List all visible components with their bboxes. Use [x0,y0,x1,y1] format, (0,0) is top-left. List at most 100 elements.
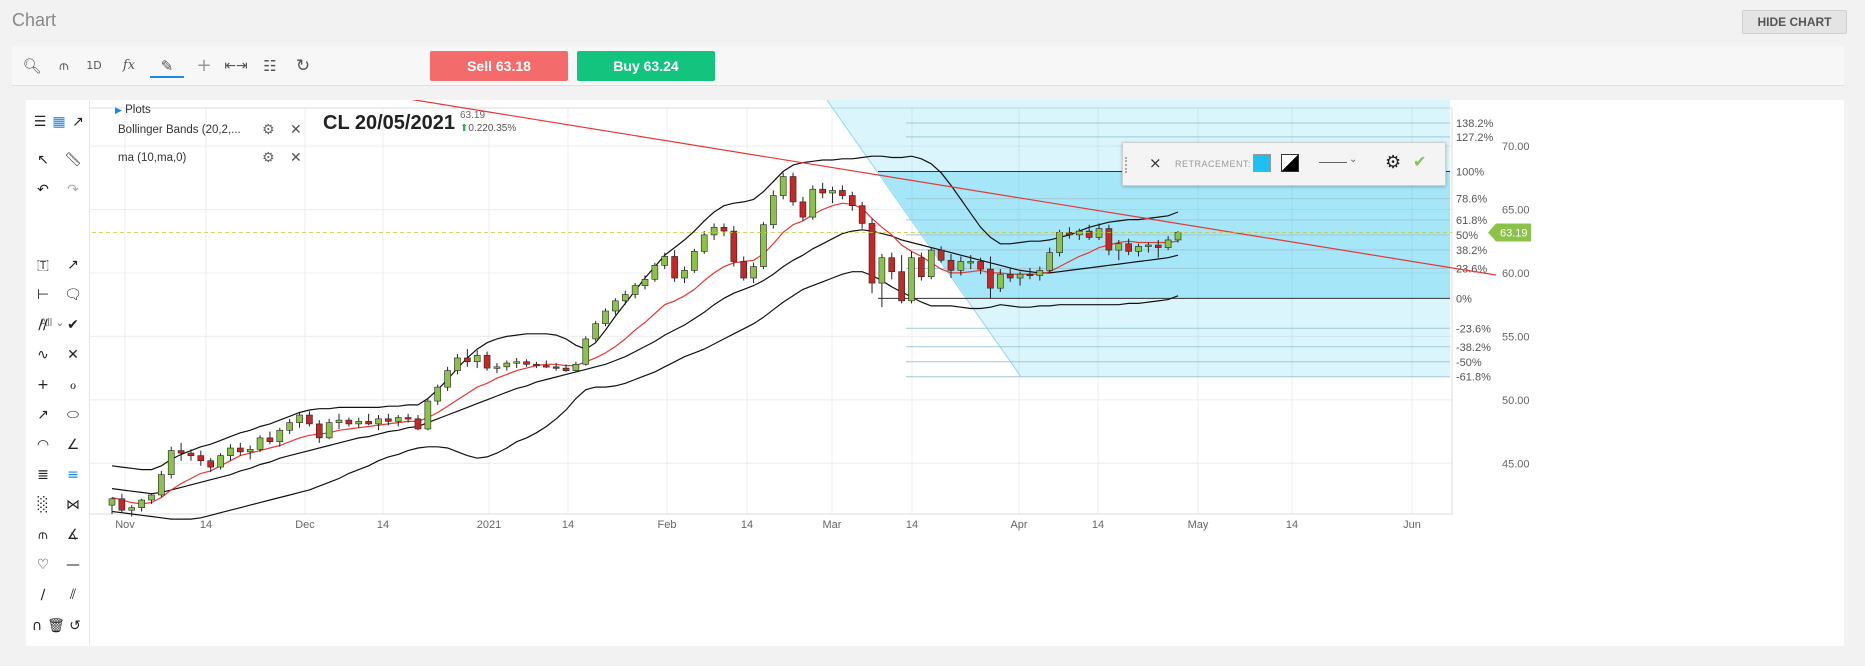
magnet-icon[interactable]: ∩ [31,618,43,634]
bowtie-tool-icon[interactable]: ⋈ [66,497,80,513]
pitchfork-tool-icon[interactable]: ⫙ [38,527,48,543]
fib-level-label: 100% [1456,166,1484,178]
redo-icon[interactable]: ↷ [67,182,79,198]
candle [158,470,165,498]
tool-filter-dropdown[interactable]: All ⌄ [40,317,65,329]
grid-view-icon[interactable]: ▦ [52,114,66,130]
plot-item-bollinger[interactable]: Bollinger Bands (20,2,... ⚙ ✕ [118,120,303,140]
candlestick-icon[interactable]: ⫙ [59,58,69,74]
trash-icon[interactable]: 🗑︎ [47,618,65,634]
ruler-icon[interactable]: 📏︎ [64,152,82,168]
search-icon[interactable]: 🔍︎ [22,57,42,75]
candle-body [661,256,669,266]
check-tool-icon[interactable]: ✔ [67,317,79,333]
candle [1095,223,1103,240]
callout-tool-icon[interactable]: 🗨︎ [64,287,82,303]
candle [237,442,244,456]
fan-tool-icon[interactable]: ∠ [66,437,80,453]
angle-tool-icon[interactable]: ∡ [66,527,80,543]
confirm-check-icon[interactable]: ✔ [1413,152,1427,171]
draw-pencil-icon[interactable]: ✎ [150,54,184,78]
chart-area[interactable]: 161.8%138.2%127.2%100%78.6%61.8%50%38.2%… [26,100,1844,646]
y-tick-label: 45.00 [1502,458,1530,470]
candle-body [325,422,333,439]
close-icon[interactable]: ✕ [290,150,302,166]
candle [1046,247,1053,273]
candle-body [562,367,570,371]
fit-width-icon[interactable]: ⇤⇥ [224,58,248,74]
wave-tool-icon[interactable]: ∿ [37,347,49,363]
buy-button[interactable]: Buy 63.24 [577,51,715,81]
candle-body [681,270,688,279]
select-cursor-icon[interactable]: ↖ [37,152,49,168]
close-icon[interactable]: ✕ [290,122,302,138]
fib-levels-tool-icon[interactable]: ≣ [37,467,49,483]
price-tag-label: 63.19 [1500,227,1528,239]
y-tick-label: 50.00 [1502,395,1530,407]
line-color-swatch[interactable] [1281,154,1299,172]
line-tool-icon[interactable]: ∕ [40,587,46,603]
candle-body [1026,273,1034,277]
candle [473,350,481,369]
candle [1026,267,1034,280]
candle [256,435,264,452]
fib-retracement-tool-icon[interactable]: ≡ [67,467,79,483]
refresh-icon[interactable]: ↻ [295,56,311,76]
arc-tool-icon[interactable]: ◠ [36,437,50,453]
sell-button[interactable]: Sell 63.18 [430,51,568,81]
candle [1036,266,1044,281]
candle [691,248,698,273]
line-style-dropdown[interactable]: ⌄ [1349,154,1358,165]
arrow-tool-icon[interactable]: ↗ [67,257,79,273]
heart-tool-icon[interactable]: ♡ [36,557,50,573]
candle [306,411,313,427]
current-price-tag: 63.19 [1488,223,1531,242]
hline-tool-icon[interactable]: — [66,557,80,573]
ellipse-tool-icon[interactable]: ⬭ [67,407,79,423]
drag-handle[interactable] [1125,157,1131,173]
plots-header[interactable]: ▶ Plots [115,104,151,116]
layout-grid-icon[interactable]: ☷ [263,57,277,75]
reset-icon[interactable]: ↺ [69,618,81,634]
period-button[interactable]: 1D [86,59,102,72]
candle-body [493,366,501,369]
gann-tool-icon[interactable]: ░ [37,497,49,513]
hide-chart-button[interactable]: HIDE CHART [1742,10,1847,34]
candle-body [552,366,560,369]
candle [947,253,955,279]
cross-tool-icon[interactable]: ✕ [67,347,79,363]
undo-icon[interactable]: ↶ [37,182,49,198]
fill-color-swatch[interactable] [1253,154,1271,172]
multi-line-tool-icon[interactable]: ⫽ [69,587,77,603]
candle [217,453,224,470]
channel-tool-icon[interactable]: ∕∕ [38,317,48,333]
candle-body [1046,252,1053,271]
candle [562,364,570,372]
signature-tool-icon[interactable]: ℴ [69,377,77,393]
candle [809,185,817,220]
x-tick-label: 14 [741,519,753,531]
candle [819,182,826,199]
price-chart[interactable]: 161.8%138.2%127.2%100%78.6%61.8%50%38.2%… [26,100,1844,646]
candle [700,231,708,254]
candle [720,223,728,237]
candle-body [315,423,323,439]
gear-icon[interactable]: ⚙ [262,122,275,138]
gear-icon[interactable]: ⚙ [262,150,275,166]
candle [572,361,580,372]
indicators-button[interactable]: fx [122,58,136,73]
crosshair-tool-icon[interactable]: + [37,377,49,393]
candle-body [868,223,876,284]
candle [602,308,609,327]
text-tool-icon[interactable]: 🇹︎ [36,257,50,273]
candle [365,413,372,426]
candle-body [997,273,1004,289]
polyline-tool-icon[interactable]: ↗ [37,407,49,423]
plot-item-ma[interactable]: ma (10,ma,0) ⚙ ✕ [118,148,303,168]
gear-icon[interactable]: ⚙ [1385,152,1402,173]
measure-tool-icon[interactable]: ⊢ [36,287,50,303]
popout-icon[interactable]: ↗ [72,114,84,130]
candle-body [789,176,797,203]
list-view-icon[interactable]: ☰ [33,114,47,130]
crosshair-icon[interactable]: + [196,55,212,76]
